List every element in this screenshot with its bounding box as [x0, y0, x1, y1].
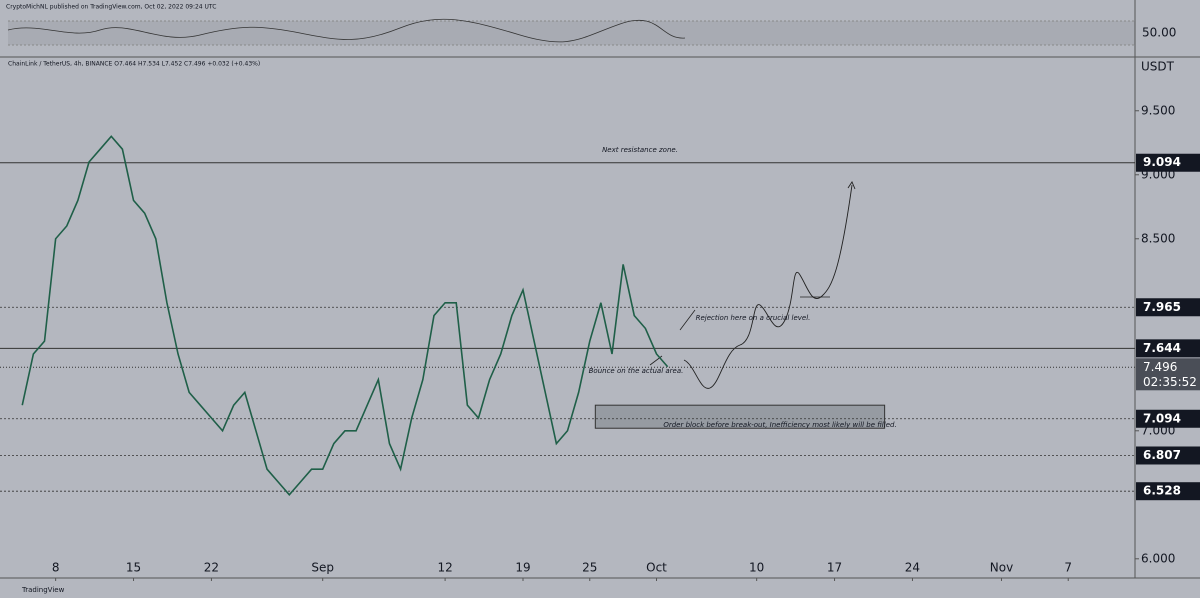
level-label-box	[1136, 482, 1200, 501]
level-label-box	[1136, 153, 1200, 172]
projection-arrow	[847, 181, 856, 190]
level-label-box	[1136, 298, 1200, 317]
x-tick-label: 19	[515, 561, 530, 575]
level-label: 6.528	[1143, 484, 1181, 498]
current-price-box	[1136, 358, 1200, 391]
x-tick-label: 24	[905, 561, 920, 575]
annotation: Rejection here on a crucial level.	[696, 314, 811, 322]
annotation: Next resistance zone.	[602, 146, 678, 154]
rsi-label: 50.00	[1142, 26, 1176, 40]
x-tick-label: 8	[52, 561, 60, 575]
y-tick-label: 8.500	[1141, 231, 1175, 245]
level-label: 7.644	[1143, 341, 1181, 355]
legend-text: ChainLink / TetherUS, 4h, BINANCE O7.464…	[8, 61, 260, 68]
x-tick-label: 15	[126, 561, 141, 575]
y-tick-label: 6.000	[1141, 551, 1175, 565]
order-block	[594, 404, 886, 429]
x-tick-label: 10	[749, 561, 764, 575]
level-label: 9.094	[1143, 155, 1181, 169]
level-label: 6.807	[1143, 448, 1181, 462]
x-tick-label: 17	[827, 561, 842, 575]
level-label: 7.094	[1143, 411, 1181, 425]
x-tick-label: 25	[582, 561, 597, 575]
header: CryptoMichNL published on TradingView.co…	[6, 4, 216, 11]
level-label-box	[1136, 446, 1200, 465]
rsi-band	[8, 21, 1135, 45]
x-tick-label: 7	[1064, 561, 1072, 575]
x-tick-label: 22	[204, 561, 219, 575]
x-tick-label: 12	[437, 561, 452, 575]
countdown-label: 02:35:52	[1143, 375, 1197, 389]
level-label-box	[1136, 409, 1200, 428]
annotation: Bounce on the actual area.	[589, 367, 684, 375]
x-tick-label: Nov	[990, 561, 1013, 575]
price-line	[21, 135, 669, 497]
level-label-box	[1136, 339, 1200, 358]
y-unit: USDT	[1141, 60, 1175, 74]
x-tick-label: Oct	[646, 561, 667, 575]
rsi-line	[7, 18, 686, 43]
level-label: 7.965	[1143, 300, 1181, 314]
current-price-label: 7.496	[1143, 360, 1177, 374]
projection-path	[683, 184, 853, 389]
x-tick-label: Sep	[311, 561, 334, 575]
y-tick-label: 9.500	[1141, 103, 1175, 117]
annotation: Order block before break-out, Inefficien…	[663, 421, 896, 429]
footer: TradingView	[21, 586, 65, 594]
pointer-arrow	[679, 309, 696, 331]
